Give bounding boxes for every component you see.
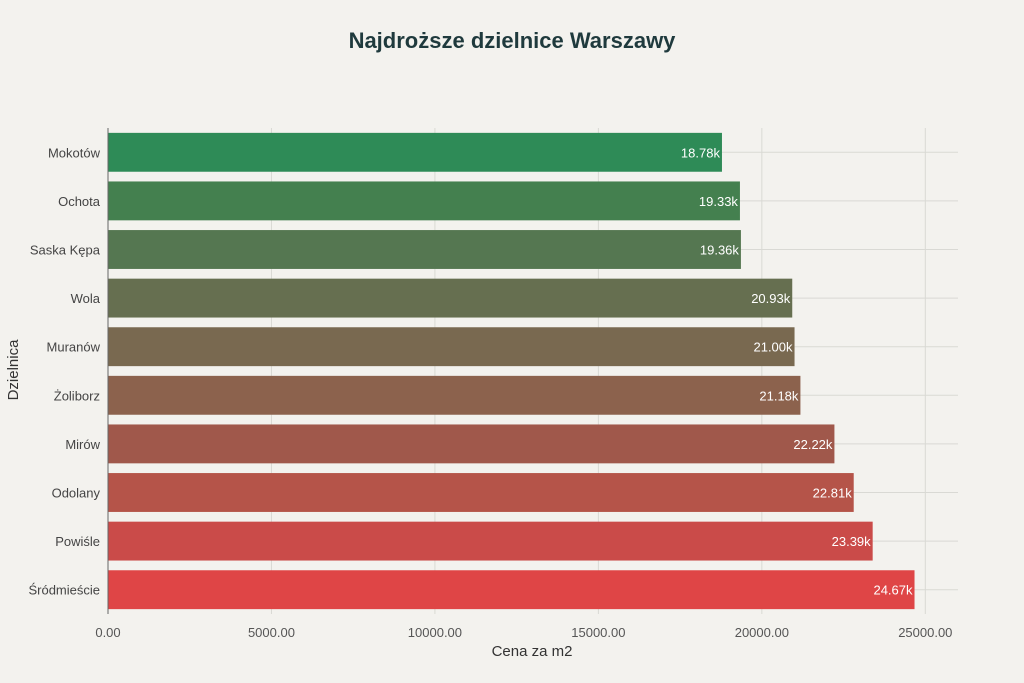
x-tick-label: 5000.00 (248, 625, 295, 640)
bar-value-label: 21.18k (759, 388, 799, 403)
category-label: Śródmieście (28, 583, 100, 598)
bar (108, 473, 854, 512)
y-axis-title: Dzielnica (5, 339, 22, 401)
chart-title: Najdroższe dzielnice Warszawy (348, 28, 676, 53)
bar (108, 181, 740, 221)
bar-value-label: 24.67k (873, 583, 913, 598)
category-label: Saska Kępa (30, 243, 101, 258)
bar (108, 521, 873, 561)
bar (108, 230, 741, 269)
x-axis-title: Cena za m2 (492, 643, 573, 660)
label-layer: 0.00 5000.00 10000.00 15000.00 20000.00 25000… (28, 145, 952, 640)
x-tick-label: 15000.00 (571, 625, 625, 640)
bar-value-label: 22.81k (813, 486, 853, 501)
bar-value-label: 19.33k (699, 194, 739, 209)
bar-value-label: 21.00k (753, 340, 793, 355)
x-tick-label: 25000.00 (898, 625, 952, 640)
category-label: Ochota (58, 194, 101, 209)
x-tick-label: 10000.00 (408, 625, 462, 640)
bar-layer (108, 132, 915, 610)
bar (108, 278, 793, 318)
bar (108, 132, 722, 172)
category-label: Muranów (47, 340, 101, 355)
category-label: Odolany (52, 486, 101, 501)
x-tick-label: 20000.00 (735, 625, 789, 640)
bar-value-label: 22.22k (793, 437, 833, 452)
category-label: Żoliborz (54, 388, 100, 403)
bar (108, 570, 915, 610)
category-label: Mirów (65, 437, 100, 452)
bar (108, 375, 801, 415)
bar (108, 424, 835, 464)
bar (108, 327, 795, 367)
bar-value-label: 20.93k (751, 291, 791, 306)
category-label: Wola (71, 291, 101, 306)
category-label: Powiśle (55, 534, 100, 549)
bar-value-label: 18.78k (681, 145, 721, 160)
x-tick-label: 0.00 (95, 625, 120, 640)
category-label: Mokotów (48, 145, 101, 160)
bar-value-label: 23.39k (832, 534, 872, 549)
bar-value-label: 19.36k (700, 243, 740, 258)
